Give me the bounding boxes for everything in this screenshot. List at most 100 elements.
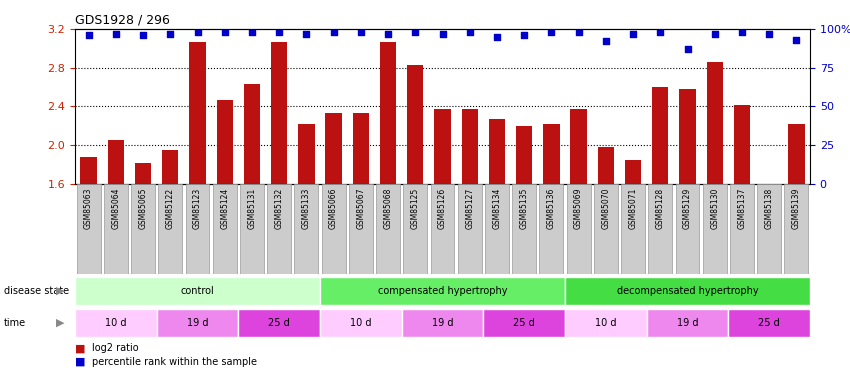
Text: GSM85138: GSM85138 — [765, 188, 774, 229]
Bar — [244, 84, 260, 184]
Point — [654, 29, 667, 35]
Point — [735, 29, 749, 35]
Bar — [185, 184, 209, 274]
Bar — [652, 87, 668, 184]
Bar — [706, 62, 722, 184]
Bar — [513, 184, 536, 274]
Text: GSM85137: GSM85137 — [738, 188, 746, 229]
Bar — [190, 42, 206, 184]
Bar — [298, 124, 314, 184]
Bar — [135, 163, 151, 184]
Bar — [489, 119, 505, 184]
Bar — [162, 150, 178, 184]
Point — [626, 31, 640, 37]
Bar — [434, 110, 451, 184]
Bar — [158, 184, 182, 274]
Point — [136, 32, 150, 38]
Bar — [348, 184, 373, 274]
Bar — [565, 277, 810, 305]
Text: ■: ■ — [75, 344, 86, 353]
Bar — [649, 184, 672, 274]
Point — [762, 31, 776, 37]
Bar — [75, 277, 320, 305]
Point — [572, 29, 586, 35]
Text: 10 d: 10 d — [595, 318, 616, 328]
Point — [790, 37, 803, 43]
Bar — [104, 184, 128, 274]
Bar — [570, 110, 586, 184]
Text: GSM85139: GSM85139 — [792, 188, 801, 229]
Bar — [788, 124, 805, 184]
Bar — [594, 184, 618, 274]
Bar — [407, 65, 423, 184]
Bar — [326, 113, 342, 184]
Text: GSM85070: GSM85070 — [601, 188, 610, 229]
Bar — [108, 140, 124, 184]
Text: GSM85130: GSM85130 — [711, 188, 719, 229]
Text: GSM85129: GSM85129 — [683, 188, 692, 229]
Bar — [625, 160, 641, 184]
Point — [708, 31, 722, 37]
Text: 25 d: 25 d — [513, 318, 535, 328]
Text: compensated hypertrophy: compensated hypertrophy — [377, 286, 507, 296]
Bar — [679, 89, 695, 184]
Bar — [212, 184, 236, 274]
Bar — [785, 184, 808, 274]
Bar — [402, 309, 484, 338]
Text: GSM85122: GSM85122 — [166, 188, 175, 229]
Bar — [484, 309, 565, 338]
Bar — [76, 184, 100, 274]
Bar — [598, 147, 614, 184]
Bar — [320, 277, 565, 305]
Point — [272, 29, 286, 35]
Bar — [540, 184, 564, 274]
Bar — [321, 184, 346, 274]
Bar — [567, 184, 591, 274]
Text: GSM85126: GSM85126 — [438, 188, 447, 229]
Bar — [376, 184, 400, 274]
Bar — [728, 309, 810, 338]
Text: disease state: disease state — [4, 286, 70, 296]
Bar — [647, 309, 728, 338]
Bar — [131, 184, 155, 274]
Bar — [380, 42, 396, 184]
Bar — [271, 42, 287, 184]
Bar — [757, 184, 781, 274]
Text: GSM85127: GSM85127 — [465, 188, 474, 229]
Text: GSM85063: GSM85063 — [84, 188, 94, 229]
Point — [382, 31, 395, 37]
Bar — [516, 126, 532, 184]
Point — [681, 46, 694, 52]
Text: decompensated hypertrophy: decompensated hypertrophy — [617, 286, 758, 296]
Bar — [75, 309, 156, 338]
Text: GSM85131: GSM85131 — [247, 188, 257, 229]
Text: 10 d: 10 d — [350, 318, 371, 328]
Text: GSM85065: GSM85065 — [139, 188, 148, 229]
Point — [545, 29, 558, 35]
Text: percentile rank within the sample: percentile rank within the sample — [92, 357, 257, 367]
Text: GSM85071: GSM85071 — [628, 188, 638, 229]
Bar — [565, 309, 647, 338]
Bar — [267, 184, 292, 274]
Text: GSM85066: GSM85066 — [329, 188, 338, 229]
Point — [299, 31, 313, 37]
Text: log2 ratio: log2 ratio — [92, 344, 139, 353]
Text: time: time — [4, 318, 26, 328]
Text: ■: ■ — [75, 357, 86, 367]
Point — [326, 29, 340, 35]
Text: control: control — [180, 286, 214, 296]
Bar — [403, 184, 428, 274]
Point — [245, 29, 258, 35]
Text: GSM85128: GSM85128 — [656, 188, 665, 229]
Bar — [703, 184, 727, 274]
Bar — [462, 110, 478, 184]
Text: GSM85068: GSM85068 — [383, 188, 393, 229]
Bar — [676, 184, 700, 274]
Text: 25 d: 25 d — [269, 318, 290, 328]
Text: GSM85135: GSM85135 — [519, 188, 529, 229]
Text: 19 d: 19 d — [187, 318, 208, 328]
Point — [354, 29, 368, 35]
Bar — [240, 184, 264, 274]
Text: GSM85067: GSM85067 — [356, 188, 366, 229]
Bar — [156, 309, 238, 338]
